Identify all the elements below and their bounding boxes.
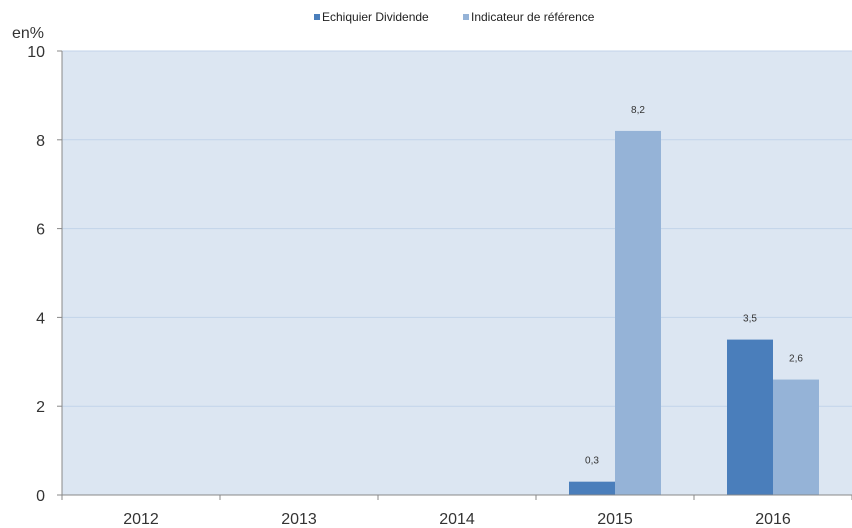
legend-label-indicateur-reference: Indicateur de référence (471, 10, 595, 24)
y-tick-label: 0 (36, 488, 45, 505)
x-tick-label: 2013 (281, 511, 317, 528)
y-tick-label: 2 (36, 399, 45, 416)
x-tick-label: 2015 (597, 511, 633, 528)
y-tick-label: 10 (27, 44, 45, 61)
x-tick-label: 2014 (439, 511, 475, 528)
bar-echiquier-dividende-2016 (727, 339, 773, 495)
legend-swatch-indicateur-reference (463, 14, 469, 20)
data-label: 2,6 (789, 354, 803, 365)
legend-swatch-echiquier-dividende (314, 14, 320, 20)
legend-label-echiquier-dividende: Echiquier Dividende (322, 10, 429, 24)
gridlines (62, 50, 852, 407)
bar-echiquier-dividende-2015 (569, 481, 615, 495)
data-label: 3,5 (743, 314, 757, 325)
bar-indicateur-reference-2015 (615, 130, 661, 496)
y-tick-label: 4 (36, 310, 45, 327)
x-tick-label: 2012 (123, 511, 159, 528)
x-tick-label: 2016 (755, 511, 791, 528)
y-unit-label: en% (12, 25, 44, 42)
bars (569, 130, 819, 496)
legend: Echiquier Dividende Indicateur de référe… (314, 10, 595, 24)
y-tick-label: 6 (36, 222, 45, 239)
data-labels: 0,3 8,2 3,5 2,6 (585, 105, 803, 467)
data-label: 0,3 (585, 456, 599, 467)
y-tick-label: 8 (36, 133, 45, 150)
plot-area (62, 51, 852, 495)
x-axis-ticks: 2012 2013 2014 2015 2016 (61, 495, 852, 528)
bar-indicateur-reference-2016 (773, 379, 819, 495)
data-label: 8,2 (631, 105, 645, 116)
y-axis-ticks: 0 2 4 6 8 10 (27, 44, 62, 505)
